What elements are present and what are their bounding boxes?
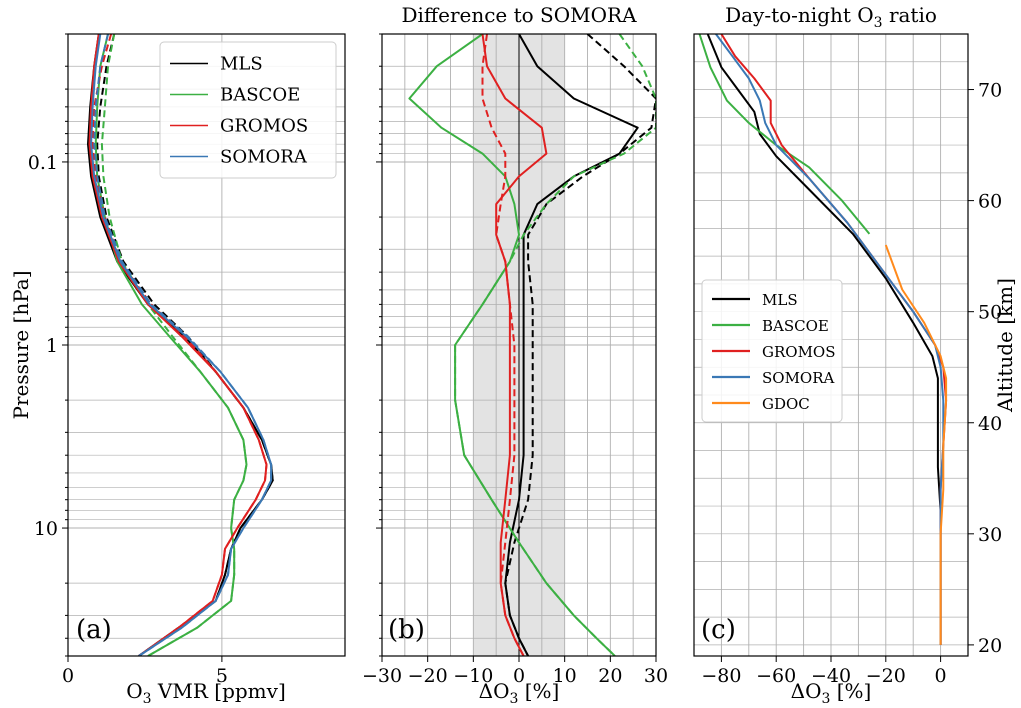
panel-c: −80 −60 −40 −20 0 20 30 40 50 60 70 Day-to-night O… <box>693 3 1017 707</box>
series-line-dashed-5 <box>481 34 525 656</box>
y-tick-label: 0.1 <box>28 152 58 174</box>
x-tick-label: −20 <box>866 665 906 687</box>
y-tick-label: 60 <box>978 191 1002 213</box>
series-line-dashed-3 <box>454 34 656 656</box>
x-tick-label: 0 <box>62 665 74 687</box>
panel-a-xlabel: O3 VMR [ppmv] <box>126 679 286 707</box>
series-line-dashed-5 <box>91 34 268 656</box>
panel-b-title: Difference to SOMORA <box>401 3 637 27</box>
y-tick-label: 10 <box>34 518 58 540</box>
x-tick-label: 30 <box>644 665 668 687</box>
y-tick-label: 50 <box>978 302 1002 324</box>
panel-c-xlabel: ΔO3 [%] <box>791 679 872 707</box>
legend-entry-gdoc: GDOC <box>762 395 810 413</box>
x-tick-label: −10 <box>453 665 493 687</box>
panel-a: 0 5 0.1 1 10 (a) O3 VMR [ppmv] Pressure [hPa… <box>9 33 346 707</box>
panel-a-ylabel: Pressure [hPa] <box>9 271 33 420</box>
x-tick-label: −80 <box>701 665 741 687</box>
panel-b-label: (b) <box>388 615 425 645</box>
legend-entry-bascoe: BASCOE <box>762 317 829 335</box>
x-tick-label: 5 <box>216 665 228 687</box>
legend-entry-somora: SOMORA <box>220 147 308 168</box>
x-tick-label: −40 <box>811 665 851 687</box>
legend-box <box>159 41 337 179</box>
x-tick-label: 0 <box>513 665 525 687</box>
legend-entry-gromos: GROMOS <box>762 343 836 361</box>
legend-box <box>701 279 843 423</box>
x-tick-label: −60 <box>756 665 796 687</box>
series-line-dashed-1 <box>504 34 656 656</box>
panel-c-title: Day-to-night O3 ratio <box>725 3 937 31</box>
y-tick-label: 20 <box>978 635 1002 657</box>
series-line-gdoc <box>884 244 948 645</box>
series-line-dashed-7 <box>93 34 273 656</box>
x-tick-label: 0 <box>935 665 947 687</box>
y-tick-label: 40 <box>978 413 1002 435</box>
panel-b-xlabel: ΔO3 [%] <box>479 679 560 707</box>
y-tick-label: 30 <box>978 524 1002 546</box>
x-tick-label: −20 <box>408 665 448 687</box>
legend-entry-mls: MLS <box>762 291 798 309</box>
legend-entry-somora: SOMORA <box>762 369 835 387</box>
panel-a-label: (a) <box>76 615 112 645</box>
panel-c-label: (c) <box>701 615 736 645</box>
legend-entry-bascoe: BASCOE <box>220 85 300 106</box>
legend-entry-gromos: GROMOS <box>220 116 308 137</box>
legend-entry-mls: MLS <box>220 54 263 75</box>
x-tick-label: 20 <box>598 665 622 687</box>
series-line-bascoe <box>698 34 871 235</box>
panel-c-ylabel: Altitude [km] <box>993 278 1017 413</box>
series-line-somora <box>715 34 945 645</box>
y-tick-label: 1 <box>46 335 58 357</box>
y-tick-label: 70 <box>978 80 1002 102</box>
x-tick-label: 10 <box>553 665 577 687</box>
x-tick-label: −30 <box>362 665 402 687</box>
panel-b: −30 −20 −10 0 10 20 30 Difference to SOMORA (b… <box>362 3 668 707</box>
series-line-dashed-3 <box>100 34 248 656</box>
